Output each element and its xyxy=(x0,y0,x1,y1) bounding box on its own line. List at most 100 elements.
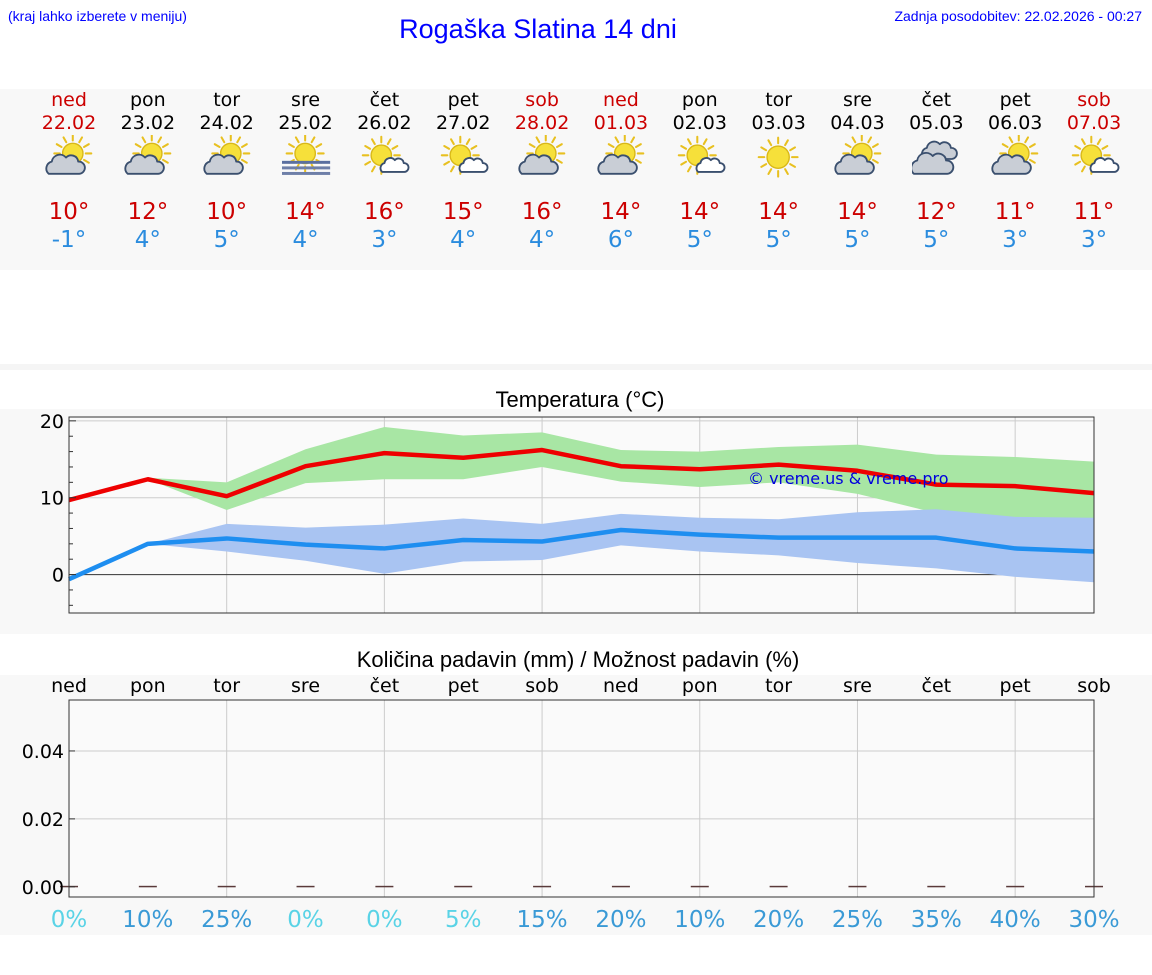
temp-min: 3° xyxy=(371,227,398,253)
x-tick-label: tor xyxy=(213,675,240,697)
x-tick-label: pet xyxy=(448,675,479,697)
precip-probability-label: 20% xyxy=(753,907,804,933)
temp-max: 12° xyxy=(915,199,957,225)
day-date: 24.02 xyxy=(199,112,254,134)
temp-min: 3° xyxy=(1080,227,1108,253)
day-date: 25.02 xyxy=(278,112,333,134)
sun-icon xyxy=(757,136,799,178)
y-tick-label: 0 xyxy=(52,565,64,587)
x-tick-label: sre xyxy=(843,675,872,697)
day-name: ned xyxy=(51,89,87,111)
day-name: tor xyxy=(213,89,241,111)
temp-min: 5° xyxy=(213,227,240,253)
temp-max: 14° xyxy=(600,199,642,225)
x-tick-label: ned xyxy=(51,675,87,697)
forecast-day: pon 23.02 12° 4° xyxy=(103,89,193,270)
x-tick-label: ned xyxy=(603,675,639,697)
x-tick-label: sob xyxy=(1077,675,1111,697)
day-name: sob xyxy=(525,89,559,111)
day-date: 05.03 xyxy=(909,112,964,134)
temp-max: 14° xyxy=(285,199,326,225)
day-name: pet xyxy=(999,89,1031,111)
temp-min: 5° xyxy=(686,227,713,253)
day-date: 26.02 xyxy=(357,112,412,134)
precip-bar xyxy=(533,885,552,888)
location-hint: (kraj lahko izberete v meniju) xyxy=(8,8,187,24)
page-title: Rogaška Slatina 14 dni xyxy=(399,14,677,44)
forecast-day: pon 02.03 14° 5° xyxy=(655,89,745,270)
forecast-day: pet 06.03 11° 3° xyxy=(970,89,1060,270)
day-name: pon xyxy=(129,89,166,111)
precip-probability-label: 10% xyxy=(122,907,173,933)
forecast-day: ned 22.02 10° -1° xyxy=(24,89,114,270)
y-tick-label: 0.02 xyxy=(22,809,64,831)
forecast-day: sre 04.03 14° 5° xyxy=(813,89,903,270)
day-date: 03.03 xyxy=(751,112,806,134)
day-date: 02.03 xyxy=(672,112,727,134)
precip-bar xyxy=(1006,885,1025,888)
y-tick-label: 10 xyxy=(40,488,64,510)
precip-probability-label: 0% xyxy=(287,907,324,933)
precip-bar xyxy=(217,885,236,888)
precip-probability-label: 25% xyxy=(201,907,252,933)
x-tick-label: pon xyxy=(130,675,166,697)
precip-probability-label: 20% xyxy=(595,907,646,933)
plot-frame xyxy=(68,699,1095,898)
temp-max: 16° xyxy=(364,199,405,225)
temp-max: 10° xyxy=(48,199,90,225)
day-name: tor xyxy=(765,89,793,111)
sun-small-cloud-icon xyxy=(677,135,726,175)
day-date: 06.03 xyxy=(987,112,1043,134)
day-date: 04.03 xyxy=(830,112,885,134)
precip-probability-label: 35% xyxy=(911,907,962,933)
temp-min: 3° xyxy=(1002,227,1029,253)
forecast-day: sob 28.02 16° 4° xyxy=(497,89,587,270)
day-name: sob xyxy=(1077,89,1111,111)
precip-probability-label: 25% xyxy=(832,907,883,933)
temp-min: 4° xyxy=(292,227,319,253)
precip-bar xyxy=(927,885,946,888)
forecast-day: čet 26.02 16° 3° xyxy=(339,89,429,270)
max-temp-line xyxy=(68,447,1095,503)
temp-max: 14° xyxy=(679,199,721,225)
x-tick-label: tor xyxy=(765,675,792,697)
temp-max: 10° xyxy=(206,199,248,225)
cloudy-icon xyxy=(912,140,959,175)
forecast-day: tor 24.02 10° 5° xyxy=(182,89,272,270)
temp-max: 16° xyxy=(521,199,563,225)
min-temp-line xyxy=(68,527,1095,582)
sun-cloud-icon xyxy=(518,135,566,175)
divider xyxy=(0,364,1152,370)
day-date: 01.03 xyxy=(593,112,649,134)
min-temp-range-band xyxy=(69,509,1094,583)
temp-max: 11° xyxy=(994,199,1036,225)
sun-small-cloud-icon xyxy=(441,135,489,175)
sun-cloud-icon xyxy=(833,135,881,175)
sun-cloud-icon xyxy=(203,135,251,175)
sun-cloud-icon xyxy=(45,135,93,175)
precip-bar xyxy=(375,885,394,888)
temp-min: 5° xyxy=(844,227,871,253)
day-name: čet xyxy=(369,89,400,111)
forecast-day: ned 01.03 14° 6° xyxy=(576,89,666,270)
sun-small-cloud-icon xyxy=(1071,135,1120,175)
sun-cloud-icon xyxy=(991,135,1039,175)
forecast-day: sre 25.02 14° 4° xyxy=(261,89,351,270)
temp-min: 4° xyxy=(529,227,556,253)
precip-bar xyxy=(296,885,315,888)
sun-cloud-icon xyxy=(597,135,645,175)
y-tick-label: 0.00 xyxy=(22,877,64,899)
day-date: 27.02 xyxy=(436,112,491,134)
forecast-day: sob 07.03 11° 3° xyxy=(1049,89,1139,270)
temp-min: 5° xyxy=(765,227,792,253)
precip-bar xyxy=(769,885,788,888)
watermark: © vreme.us & vreme.pro xyxy=(748,469,949,488)
plot-frame xyxy=(68,416,1095,614)
forecast-band xyxy=(0,89,1152,270)
sun-fog-icon xyxy=(281,135,330,175)
precip-bar xyxy=(138,885,157,888)
day-date: 07.03 xyxy=(1066,112,1122,134)
temp-max: 14° xyxy=(837,199,878,225)
x-tick-label: čet xyxy=(370,675,400,697)
x-tick-label: čet xyxy=(922,675,952,697)
